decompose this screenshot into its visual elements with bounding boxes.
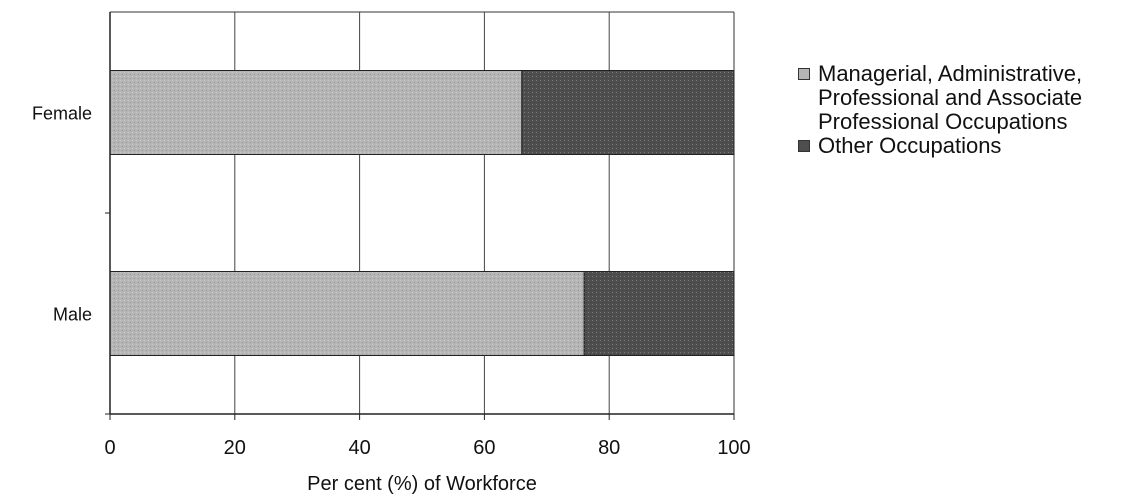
- legend-swatch-1: [798, 68, 810, 80]
- x-axis-title: Per cent (%) of Workforce: [307, 473, 537, 495]
- x-tick-label-60: 60: [473, 437, 495, 459]
- category-label-male: Male: [53, 305, 92, 325]
- legend: Managerial, Administrative, Professional…: [798, 62, 1128, 158]
- x-tick-label-0: 0: [104, 437, 115, 459]
- x-tick-label-20: 20: [224, 437, 246, 459]
- legend-item-1: Managerial, Administrative, Professional…: [798, 62, 1128, 134]
- legend-swatch-2: [798, 140, 810, 152]
- bar-texture-female-series-2: [521, 70, 734, 155]
- axes: [105, 12, 735, 420]
- bar-texture-male-series-1: [110, 271, 585, 356]
- category-label-female: Female: [32, 104, 92, 124]
- x-tick-label-40: 40: [348, 437, 370, 459]
- x-tick-label-100: 100: [717, 437, 750, 459]
- bars: [109, 70, 735, 356]
- legend-label-2: Other Occupations: [818, 133, 1002, 158]
- x-tick-label-80: 80: [598, 437, 620, 459]
- labels: Female Male 0 20 40 60 80 100 Per cent (%) of Wo…: [32, 104, 751, 496]
- legend-item-2: Other Occupations: [798, 134, 1128, 158]
- bar-texture-male-series-2: [584, 271, 734, 356]
- legend-label-1: Managerial, Administrative, Professional…: [818, 61, 1083, 134]
- bar-texture-female-series-1: [110, 70, 522, 155]
